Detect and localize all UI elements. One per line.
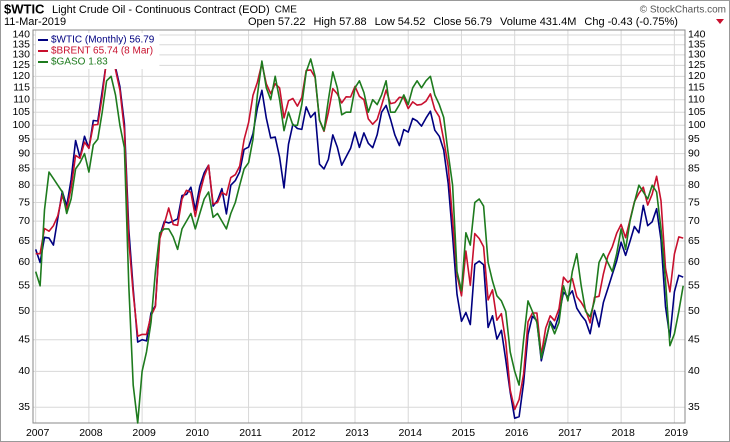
y2-tick-label: 80	[688, 179, 700, 191]
y-tick-label: 140	[12, 29, 30, 41]
x-tick-label: 2012	[292, 427, 316, 439]
stat-label: Volume	[500, 16, 537, 28]
x-tick-label: 2014	[399, 427, 423, 439]
y2-tick-label: 85	[688, 163, 700, 175]
legend-label: $WTIC (Monthly) 56.79	[51, 35, 155, 46]
legend-box	[36, 33, 160, 69]
y2-tick-label: 140	[688, 29, 706, 41]
y2-tick-label: 75	[688, 196, 700, 208]
y2-tick-label: 105	[688, 106, 706, 118]
y-tick-label: 115	[13, 82, 30, 94]
symbol: $WTIC	[4, 1, 45, 16]
series-line	[34, 58, 684, 424]
y-tick-label: 70	[18, 215, 30, 227]
x-tick-label: 2010	[186, 427, 210, 439]
x-tick-label: 2019	[665, 427, 689, 439]
y2-tick-label: 90	[688, 147, 700, 159]
y-tick-label: 110	[13, 93, 30, 105]
y-tick-label: 80	[18, 179, 30, 191]
x-tick-label: 2008	[79, 427, 103, 439]
y-tick-label: 50	[18, 305, 30, 317]
x-tick-label: 2016	[505, 427, 529, 439]
y2-tick-label: 115	[688, 82, 705, 94]
y-tick-label: 135	[12, 38, 30, 50]
y-tick-label: 45	[18, 333, 30, 345]
series-line	[35, 34, 684, 411]
y2-tick-label: 65	[688, 235, 700, 247]
watermark: © StockCharts.com	[640, 5, 726, 16]
x-tick-label: 2013	[345, 427, 369, 439]
stat-value: 57.22	[278, 16, 306, 28]
stat-value: 57.88	[339, 16, 367, 28]
y2-tick-label: 95	[688, 133, 700, 145]
y-tick-label: 100	[12, 119, 30, 131]
y-tick-label: 40	[18, 365, 30, 377]
y-tick-label: 85	[18, 163, 30, 175]
down-arrow	[716, 19, 724, 24]
y2-tick-label: 35	[688, 401, 700, 413]
stat-label: Close	[433, 16, 461, 28]
stat-label: Chg	[584, 16, 604, 28]
stat-label: High	[313, 16, 336, 28]
y-tick-label: 65	[18, 235, 30, 247]
y2-tick-label: 70	[688, 215, 700, 227]
y2-tick-label: 40	[688, 365, 700, 377]
chart-title: Light Crude Oil - Continuous Contract (E…	[52, 4, 270, 16]
x-tick-label: 2009	[132, 427, 156, 439]
y-tick-label: 35	[18, 401, 30, 413]
y2-tick-label: 45	[688, 333, 700, 345]
stat-value: 56.79	[464, 16, 492, 28]
y2-tick-label: 125	[688, 59, 706, 71]
y2-tick-label: 135	[688, 38, 706, 50]
stat-value: 54.52	[398, 16, 426, 28]
stat-value: -0.43 (-0.75%)	[608, 16, 678, 28]
stat-value: 431.4M	[540, 16, 577, 28]
y-tick-label: 120	[12, 70, 30, 82]
exchange: CME	[275, 5, 298, 16]
date: 11-Mar-2019	[4, 16, 66, 28]
y2-tick-label: 50	[688, 305, 700, 317]
y-tick-label: 75	[18, 196, 30, 208]
x-tick-label: 2015	[452, 427, 476, 439]
y2-tick-label: 55	[688, 280, 700, 292]
y-tick-label: 105	[12, 106, 30, 118]
y2-tick-label: 130	[688, 49, 706, 61]
y-tick-label: 130	[12, 49, 30, 61]
y-tick-label: 60	[18, 256, 30, 268]
x-tick-label: 2007	[26, 427, 50, 439]
y2-tick-label: 120	[688, 70, 706, 82]
y2-tick-label: 110	[688, 93, 705, 105]
plot-area	[32, 29, 686, 424]
legend-label: $BRENT 65.74 (8 Mar)	[51, 46, 153, 57]
stat-label: Open	[248, 16, 275, 28]
y-tick-label: 55	[18, 280, 30, 292]
x-tick-label: 2017	[558, 427, 582, 439]
y2-tick-label: 60	[688, 256, 700, 268]
x-tick-label: 2018	[611, 427, 635, 439]
series-line	[34, 34, 684, 419]
y-tick-label: 90	[18, 147, 30, 159]
legend-label: $GASO 1.83	[51, 57, 108, 68]
y-tick-label: 95	[18, 133, 30, 145]
stat-label: Low	[375, 16, 395, 28]
y2-tick-label: 100	[688, 119, 706, 131]
y-tick-label: 125	[12, 59, 30, 71]
x-tick-label: 2011	[239, 427, 262, 439]
